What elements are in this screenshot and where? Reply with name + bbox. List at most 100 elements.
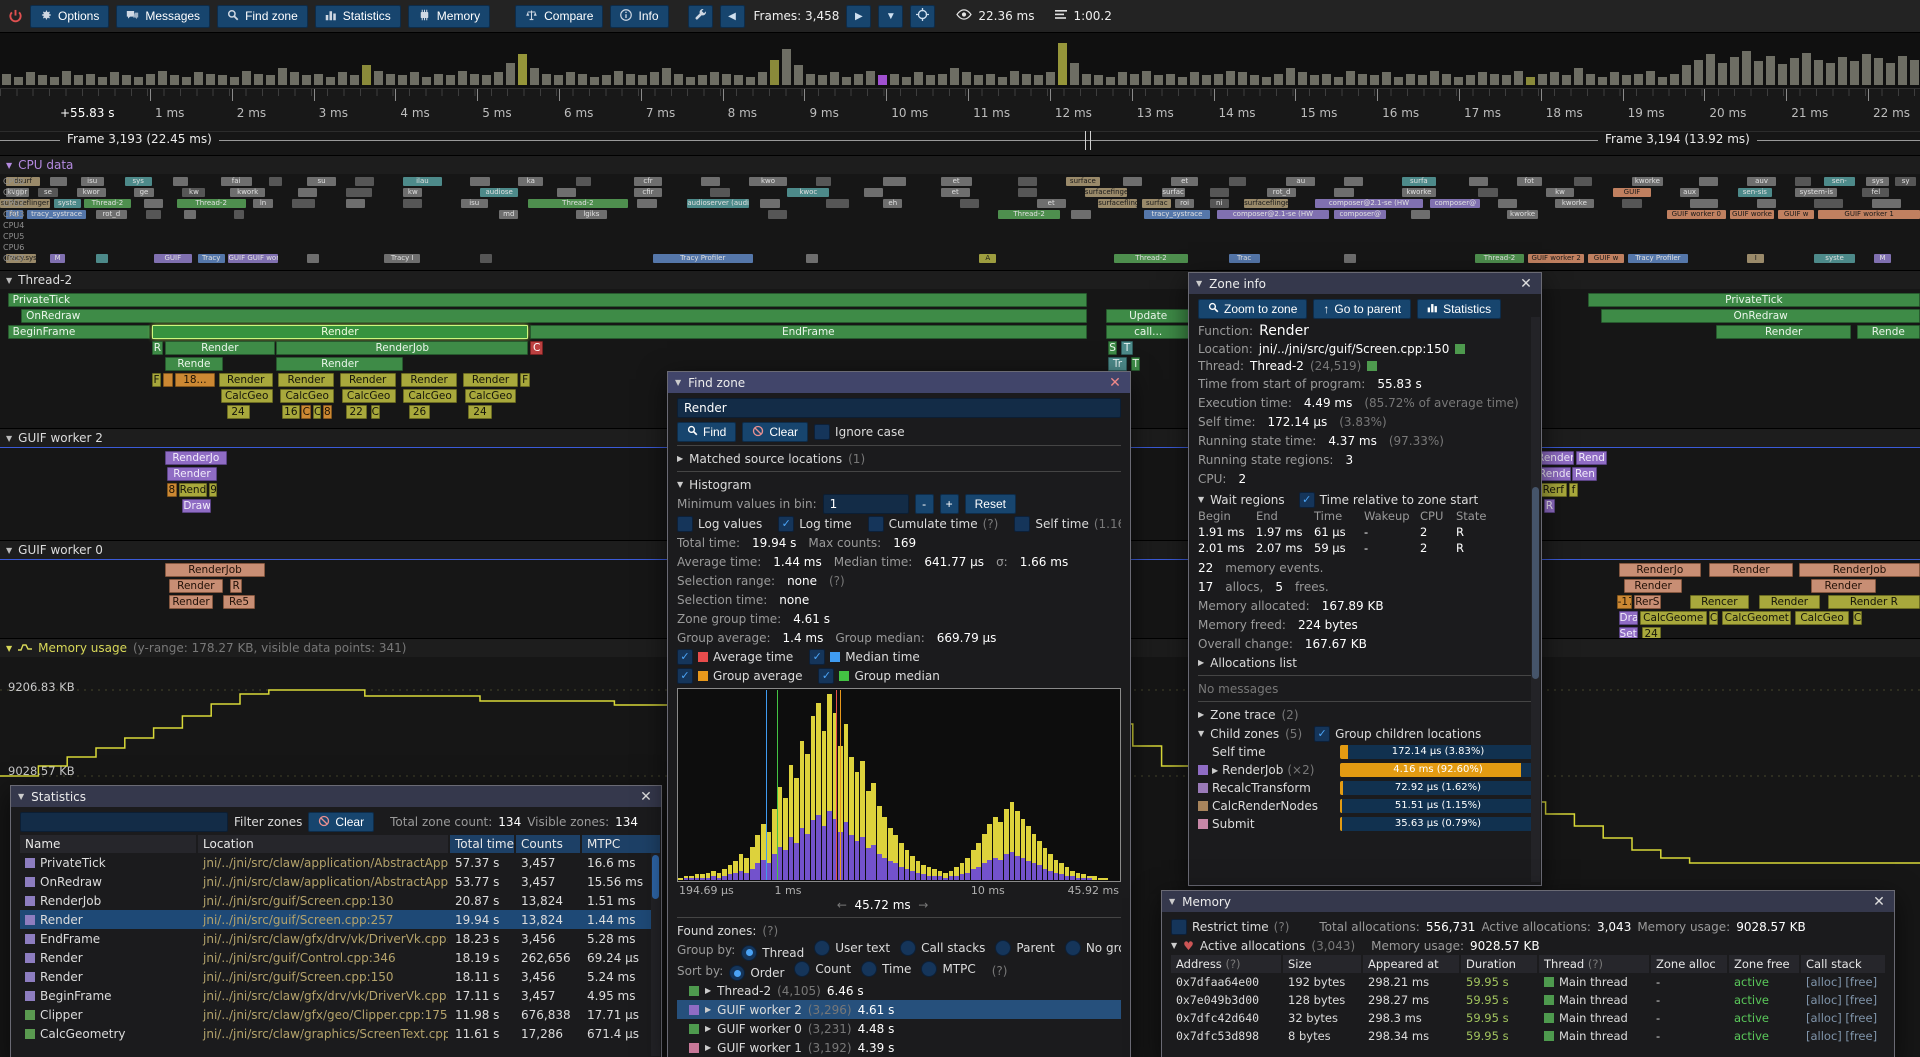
cpu-zone[interactable]: GUIF — [1612, 188, 1652, 197]
cpu-zone[interactable]: Tracy — [197, 254, 225, 263]
find-zone-search-input[interactable]: Render — [677, 398, 1121, 418]
cpu-zone[interactable]: surfaceflinger — [0, 199, 50, 208]
cpu-zone[interactable] — [234, 210, 244, 219]
frame-bar[interactable] — [602, 75, 611, 85]
frame-bar[interactable] — [1394, 77, 1403, 85]
cpu-zone[interactable]: ka — [518, 177, 544, 186]
cpu-zone[interactable]: GUIF w — [1777, 210, 1815, 219]
frame-bar[interactable] — [842, 77, 851, 85]
reset-button[interactable]: Reset — [964, 494, 1016, 514]
frame-bar[interactable] — [146, 74, 155, 85]
frame-bar[interactable] — [1694, 60, 1703, 85]
cpu-zone[interactable] — [1344, 254, 1356, 263]
radio[interactable] — [900, 940, 917, 956]
frame-bar[interactable] — [506, 63, 515, 85]
timeline-zone[interactable]: Render — [1758, 595, 1821, 609]
frame-bar[interactable] — [710, 72, 719, 85]
timeline-zone[interactable]: CalcGeo — [341, 389, 396, 403]
frame-bar[interactable] — [1586, 74, 1595, 85]
frame-bar[interactable] — [74, 75, 83, 85]
frame-bar[interactable] — [422, 77, 431, 85]
timeline-zone[interactable]: Rerf — [1539, 483, 1567, 497]
frame-bar[interactable] — [62, 71, 71, 85]
frame-bar[interactable] — [734, 75, 743, 85]
info-button[interactable]: Info — [610, 4, 669, 28]
sort-by-radio[interactable]: Order — [729, 965, 784, 981]
frame-bar[interactable] — [1670, 74, 1679, 85]
frame-bar[interactable] — [626, 74, 635, 85]
frame-bar[interactable] — [1598, 77, 1607, 85]
timeline-zone[interactable]: Render — [1624, 579, 1682, 593]
stats-row[interactable]: Clipper jni/../jni/src/claw/gfx/geo/Clipp… — [20, 1005, 652, 1024]
cpu-zone[interactable]: auv — [1747, 177, 1776, 186]
frame-bar[interactable] — [1142, 71, 1151, 85]
group-by-radio[interactable]: Parent — [995, 940, 1055, 956]
frame-bar[interactable] — [1370, 75, 1379, 85]
child-zone-row[interactable]: ▶ RenderJob (×2) 4.16 ms (92.60%) — [1198, 761, 1536, 779]
child-zone-row[interactable]: RecalcTransform 72.92 μs (1.62%) — [1198, 779, 1536, 797]
cpu-zone[interactable]: tracy_systrace — [26, 210, 87, 219]
call-stack-links[interactable]: [alloc] [free] — [1806, 993, 1878, 1007]
cpu-zone[interactable]: surfa — [1401, 177, 1437, 186]
checkbox[interactable] — [1014, 515, 1031, 532]
frame-bar[interactable] — [950, 68, 959, 85]
cpu-zone[interactable]: rot_d — [96, 210, 127, 219]
frame-bar[interactable] — [554, 75, 563, 85]
cpu-zone[interactable]: cfr — [633, 177, 663, 186]
frame-bar[interactable] — [1490, 74, 1499, 85]
frame-bar[interactable] — [1442, 74, 1451, 85]
cpu-zone[interactable]: GUIF GUIF worl — [228, 254, 279, 263]
frame-bar[interactable] — [1682, 65, 1691, 85]
collapse-icon[interactable]: ▼ — [1169, 897, 1176, 906]
frame-bar[interactable] — [746, 77, 755, 85]
ignore-case-checkbox[interactable]: Ignore case — [814, 424, 905, 440]
frame-bar[interactable] — [98, 77, 107, 85]
collapse-icon[interactable]: ▼ — [1196, 279, 1203, 288]
cpu-zone[interactable] — [268, 177, 283, 186]
timeline-zone[interactable]: 24 — [468, 405, 492, 419]
frame-bar[interactable] — [1838, 57, 1847, 85]
frame-label[interactable]: Frame 3,194 (13.92 ms) — [1598, 132, 1757, 146]
cpu-zone[interactable] — [144, 199, 164, 208]
cpu-zone[interactable] — [1123, 177, 1143, 186]
frame-bar[interactable] — [1610, 72, 1619, 85]
timeline-zone[interactable]: RenderJo — [165, 451, 227, 465]
cpu-zone[interactable] — [1017, 188, 1037, 197]
frame-bar[interactable] — [662, 68, 671, 85]
cpu-zone[interactable]: isu — [460, 199, 488, 208]
cpu-zone[interactable]: syste — [1814, 254, 1855, 263]
timeline-zone[interactable]: C — [1708, 611, 1719, 625]
timeline-zone[interactable]: RenderJob — [165, 563, 265, 577]
cpu-zone[interactable]: ln — [253, 199, 273, 208]
wait-regions-header[interactable]: ▼ Wait regions Time relative to zone sta… — [1198, 490, 1532, 509]
timeline-zone[interactable]: CalcGeomet — [1722, 611, 1792, 625]
timeline-zone[interactable]: T — [1121, 341, 1133, 355]
timeline-zone[interactable]: Draw — [182, 499, 212, 513]
radio[interactable] — [794, 960, 811, 977]
cpu-zone[interactable] — [1756, 199, 1776, 208]
zone-trace[interactable]: ▶ Zone trace (2) — [1198, 705, 1532, 724]
min-bin-input[interactable]: 1 — [822, 494, 909, 514]
cpu-zone[interactable]: sys — [124, 177, 152, 186]
frame-bar[interactable] — [926, 75, 935, 85]
frame-bar[interactable] — [374, 71, 383, 85]
frame-bar[interactable] — [818, 75, 827, 85]
timeline-zone[interactable]: Render — [401, 373, 457, 387]
frame-bar[interactable] — [494, 72, 503, 85]
cpu-zone[interactable] — [864, 188, 884, 197]
cpu-zone[interactable]: syste — [53, 199, 81, 208]
checkbox[interactable] — [814, 424, 831, 440]
frame-bar[interactable] — [1718, 63, 1727, 85]
frame-bar[interactable] — [266, 75, 275, 85]
cpu-zone[interactable]: surface — [1065, 177, 1101, 186]
cpu-zone[interactable]: ge — [134, 188, 154, 197]
frame-bar[interactable] — [1874, 58, 1883, 85]
expand-icon[interactable]: ▶ — [705, 1024, 712, 1033]
cpu-zone[interactable]: et — [940, 177, 972, 186]
frame-bar[interactable] — [158, 71, 167, 85]
collapse-icon[interactable]: ▼ — [1198, 495, 1205, 504]
close-icon[interactable]: ✕ — [1520, 275, 1532, 292]
collapse-icon[interactable]: ▼ — [675, 378, 682, 387]
cpu-zone[interactable]: Thread-2 — [176, 199, 246, 208]
frame-bar[interactable] — [830, 72, 839, 85]
